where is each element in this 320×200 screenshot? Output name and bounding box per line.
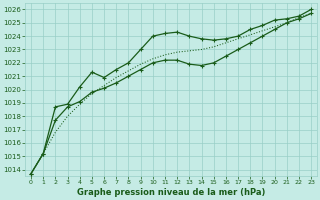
X-axis label: Graphe pression niveau de la mer (hPa): Graphe pression niveau de la mer (hPa) xyxy=(77,188,265,197)
